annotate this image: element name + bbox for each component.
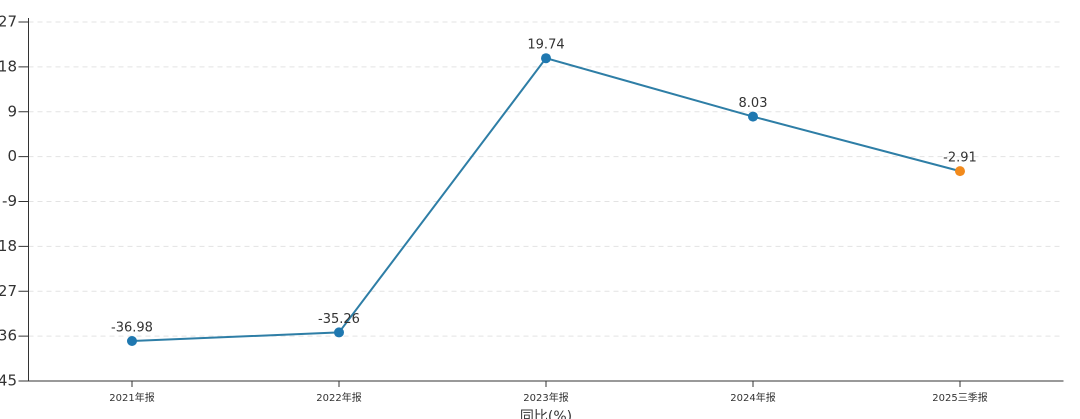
y-tick-label: 0 xyxy=(7,147,17,165)
y-tick-label: -18 xyxy=(0,237,17,255)
point xyxy=(334,327,344,338)
point xyxy=(748,111,758,122)
point xyxy=(541,53,551,64)
data-label: 8.03 xyxy=(739,96,768,111)
y-tick-label: -27 xyxy=(0,282,17,300)
point xyxy=(955,166,965,177)
data-label: -35.26 xyxy=(318,312,360,327)
data-label: -2.91 xyxy=(943,151,977,166)
x-axis-label: 同比(%) xyxy=(520,409,572,419)
x-tick-label: 2021年报 xyxy=(109,391,154,404)
point xyxy=(127,336,137,347)
y-tick-label: 27 xyxy=(0,13,17,31)
x-tick-label: 2022年报 xyxy=(316,391,361,404)
data-label: -36.98 xyxy=(111,321,153,336)
data-label: 19.74 xyxy=(527,38,564,53)
y-tick-label: -45 xyxy=(0,372,17,390)
x-tick-label: 2023年报 xyxy=(523,391,568,404)
y-tick-label: 9 xyxy=(7,102,17,120)
y-tick-label: 18 xyxy=(0,57,17,75)
x-tick-label: 2025三季报 xyxy=(932,391,987,404)
line xyxy=(131,57,961,343)
y-tick-label: -9 xyxy=(2,192,17,210)
y-tick-label: -36 xyxy=(0,327,17,345)
x-tick-label: 2024年报 xyxy=(730,391,775,404)
